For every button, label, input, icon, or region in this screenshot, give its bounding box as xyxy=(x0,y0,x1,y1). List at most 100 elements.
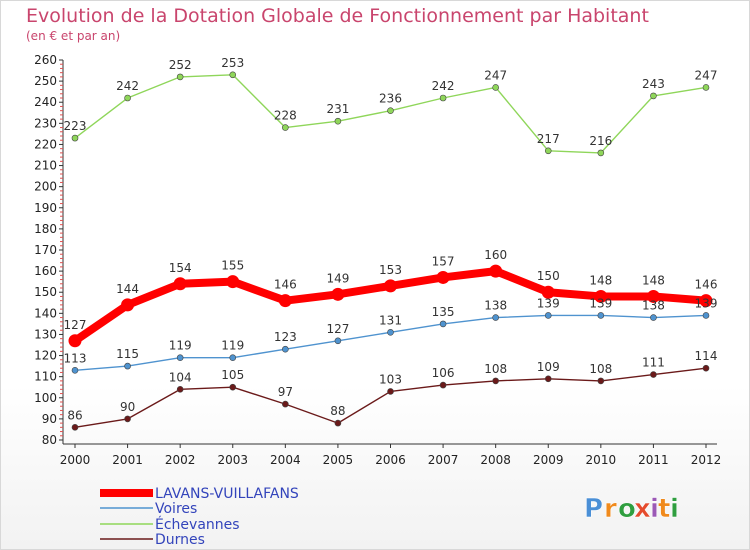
series-0-point xyxy=(594,289,608,303)
data-label: 253 xyxy=(221,56,244,70)
data-label: 105 xyxy=(221,368,244,382)
y-tick-label: 240 xyxy=(34,95,57,109)
series-3-point xyxy=(387,388,394,395)
legend-label: Durnes xyxy=(155,532,205,548)
x-tick-label: 2000 xyxy=(60,453,91,467)
logo-letter: r xyxy=(604,494,617,524)
data-label: 247 xyxy=(484,68,507,82)
data-label: 242 xyxy=(432,79,455,93)
y-tick-label: 80 xyxy=(42,433,57,447)
data-label: 113 xyxy=(64,351,87,365)
data-label: 157 xyxy=(432,254,455,268)
data-labels: 127 144 154 155 146 149 153 157 160 150 148 148 146 1… xyxy=(64,56,718,423)
series-2-point xyxy=(597,149,605,157)
series-layer xyxy=(68,71,713,431)
data-label: 127 xyxy=(326,322,349,336)
x-tick-label: 2011 xyxy=(638,453,669,467)
series-0-point xyxy=(489,264,503,278)
data-label: 155 xyxy=(221,259,244,273)
data-label: 119 xyxy=(221,339,244,353)
logo-letter: P xyxy=(584,494,603,524)
y-tick-label: 230 xyxy=(34,116,57,130)
data-label: 153 xyxy=(379,263,402,277)
data-label: 108 xyxy=(589,362,612,376)
series-3-point xyxy=(650,371,657,378)
data-label: 149 xyxy=(326,271,349,285)
data-label: 146 xyxy=(695,278,718,292)
series-3-point xyxy=(282,400,289,408)
series-3-point xyxy=(334,419,342,427)
data-label: 109 xyxy=(537,360,560,374)
data-label: 114 xyxy=(695,349,718,363)
y-tick-label: 150 xyxy=(34,285,57,299)
data-label: 146 xyxy=(274,278,297,292)
data-label: 111 xyxy=(642,356,665,370)
series-2-point xyxy=(702,84,710,91)
x-tick-label: 2008 xyxy=(480,453,511,467)
y-tick-label: 140 xyxy=(34,306,57,320)
series-1-point xyxy=(387,329,394,336)
x-tick-label: 2007 xyxy=(428,453,459,467)
axes: 8090100110120130140150160170180190200210… xyxy=(34,53,721,467)
series-1-point xyxy=(124,362,131,370)
series-2-point xyxy=(544,147,552,155)
series-1-point xyxy=(650,314,657,321)
series-1-point xyxy=(334,337,342,345)
data-label: 106 xyxy=(432,366,455,380)
data-label: 242 xyxy=(116,79,139,93)
data-label: 216 xyxy=(589,134,612,148)
y-tick-label: 210 xyxy=(34,159,57,173)
series-2-point xyxy=(387,107,394,114)
logo-letter: o xyxy=(618,494,636,524)
series-1-point xyxy=(544,312,552,319)
series-1-point xyxy=(439,320,447,328)
series-3-point xyxy=(176,386,184,393)
data-label: 231 xyxy=(326,102,349,116)
data-label: 139 xyxy=(695,296,718,310)
x-tick-label: 2003 xyxy=(217,453,248,467)
series-1-point xyxy=(702,312,710,319)
logo-letter: i xyxy=(650,494,659,524)
x-tick-label: 2004 xyxy=(270,453,301,467)
logo-letter: x xyxy=(634,494,651,524)
series-3-point xyxy=(124,415,131,423)
data-label: 243 xyxy=(642,77,665,91)
data-label: 86 xyxy=(67,408,82,422)
data-label: 139 xyxy=(537,296,560,310)
y-tick-label: 110 xyxy=(34,370,57,384)
y-tick-label: 100 xyxy=(34,391,57,405)
series-0-point xyxy=(436,270,450,284)
x-tick-label: 2001 xyxy=(112,453,143,467)
data-label: 217 xyxy=(537,132,560,146)
x-tick-label: 2012 xyxy=(691,453,722,467)
data-label: 97 xyxy=(278,385,293,399)
legend-label: Voires xyxy=(155,501,197,517)
series-2-point xyxy=(439,94,447,102)
series-2-point xyxy=(71,134,79,142)
data-label: 108 xyxy=(484,362,507,376)
series-0-point xyxy=(68,334,82,348)
logo-letter: t xyxy=(658,494,670,524)
series-3-point xyxy=(597,377,605,385)
series-3-point xyxy=(71,424,79,431)
x-tick-label: 2010 xyxy=(586,453,617,467)
y-tick-label: 190 xyxy=(34,201,57,215)
y-tick-label: 90 xyxy=(42,412,57,426)
y-tick-label: 130 xyxy=(34,327,57,341)
data-label: 148 xyxy=(589,273,612,287)
y-tick-label: 170 xyxy=(34,243,57,257)
series-3-point xyxy=(544,375,552,383)
y-tick-label: 260 xyxy=(34,53,57,67)
y-tick-label: 220 xyxy=(34,137,57,151)
data-label: 131 xyxy=(379,313,402,327)
logo-letter: i xyxy=(670,494,679,524)
series-1-point xyxy=(597,312,605,319)
x-tick-label: 2002 xyxy=(165,453,196,467)
series-0-point xyxy=(699,294,713,308)
x-tick-label: 2006 xyxy=(375,453,406,467)
data-label: 138 xyxy=(642,299,665,313)
